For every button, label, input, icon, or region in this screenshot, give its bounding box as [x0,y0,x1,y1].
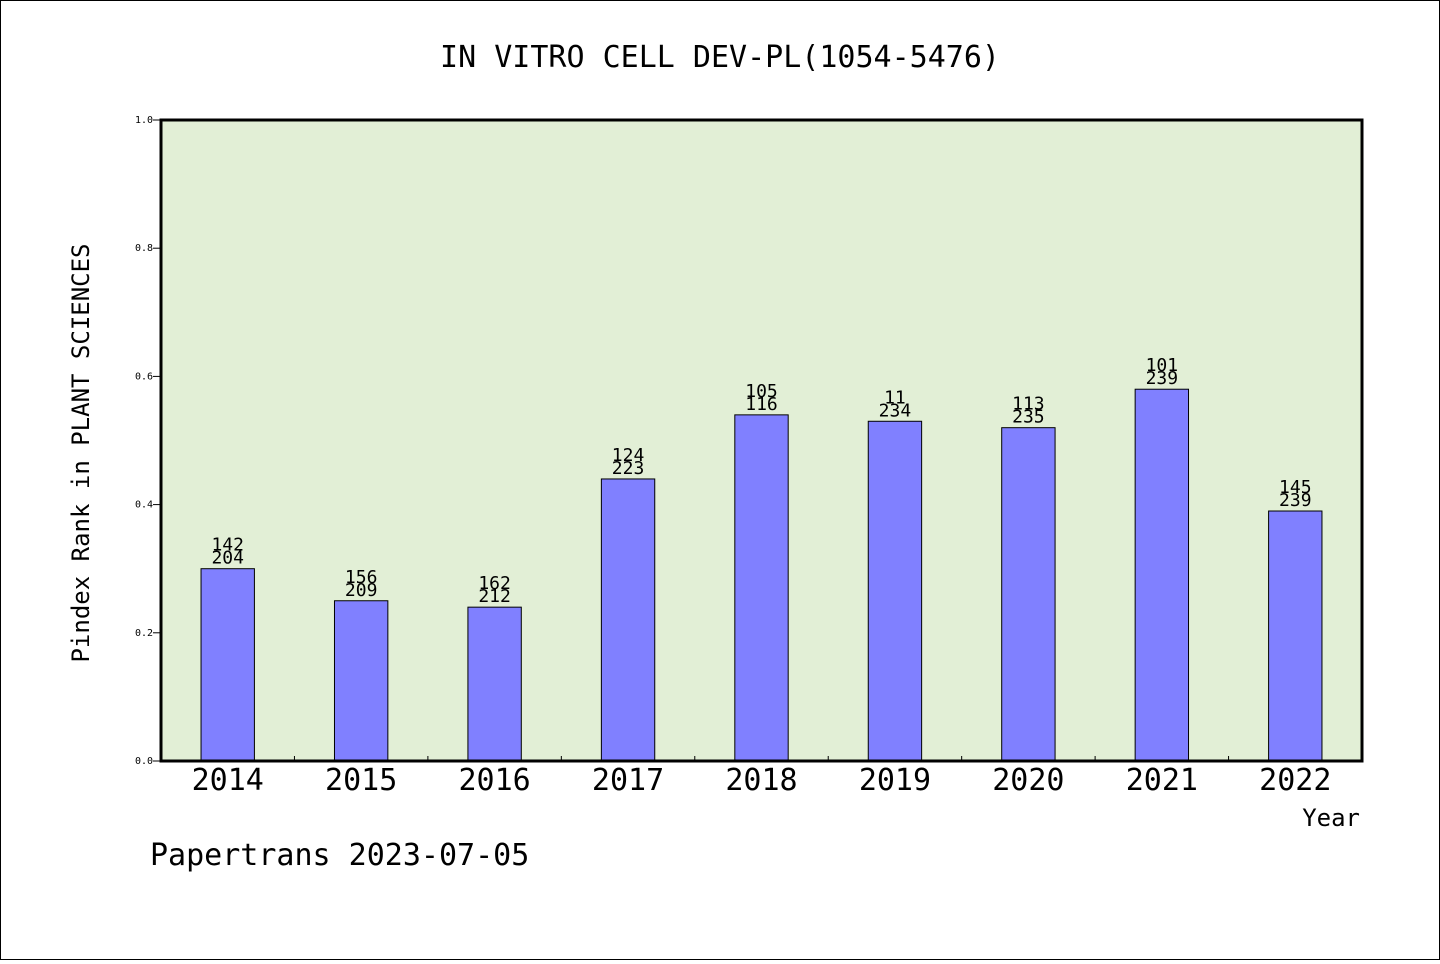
bar-2017 [600,478,656,762]
footer-text: Papertrans 2023-07-05 [150,838,529,873]
x-axis-ticks: 2014 2015 2016 2017 2018 2019 2020 2021 2022 [192,756,1331,798]
y-tick-label: 0.2 [135,628,153,639]
x-tick-label: 2017 [592,763,664,798]
bar-2015 [333,600,389,762]
bar-total-label: 235 [1012,407,1045,428]
bar-total-label: 204 [211,548,244,569]
x-tick-label: 2018 [725,763,797,798]
bar-rank-label: 105 [745,381,778,402]
bar-total-label: 239 [1279,490,1312,511]
y-tick-label: 0.0 [135,756,153,767]
x-tick-label: 2020 [992,763,1064,798]
bar-rank-label: 142 [211,535,244,556]
bar-rank-label: 101 [1146,355,1179,376]
bars-group [200,388,1323,762]
y-axis-ticks: 0.0 0.2 0.4 0.6 0.8 1.0 [135,115,161,767]
bar-rank-label: 124 [612,445,645,466]
bar-rank-label: 113 [1012,394,1045,415]
x-axis-label: Year [1302,804,1360,832]
y-axis-label: Pindex Rank in PLANT SCIENCES [67,243,95,662]
y-tick-label: 0.4 [135,500,153,511]
bar-rank-label: 11 [884,387,906,408]
x-tick-label: 2021 [1126,763,1198,798]
bar-total-label: 223 [612,458,645,479]
bar-total-label: 234 [879,400,912,421]
bar-rank-label: 162 [478,573,511,594]
bar-total-label: 212 [478,586,511,607]
bar-2016 [467,606,522,762]
x-tick-label: 2019 [859,763,931,798]
bar-2019 [867,420,923,762]
bar-2021 [1134,388,1190,762]
x-tick-label: 2015 [325,763,397,798]
bar-total-label: 116 [745,394,778,415]
plot-border [159,118,1364,763]
y-tick-label: 1.0 [135,115,153,126]
chart-title: IN VITRO CELL DEV-PL(1054-5476) [440,40,1000,75]
bar-2014 [200,568,255,762]
bar-total-label: 239 [1146,368,1179,389]
bar-2022 [1268,510,1323,762]
bar-total-label: 209 [345,580,378,601]
y-tick-label: 0.8 [135,243,153,254]
y-tick-label: 0.6 [135,371,153,382]
bar-rank-label: 156 [345,567,378,588]
bar-2020 [1001,427,1056,762]
x-tick-label: 2016 [458,763,530,798]
bar-2018 [734,414,789,762]
x-tick-label: 2014 [192,763,264,798]
x-tick-label: 2022 [1259,763,1331,798]
bar-rank-label: 145 [1279,477,1312,498]
